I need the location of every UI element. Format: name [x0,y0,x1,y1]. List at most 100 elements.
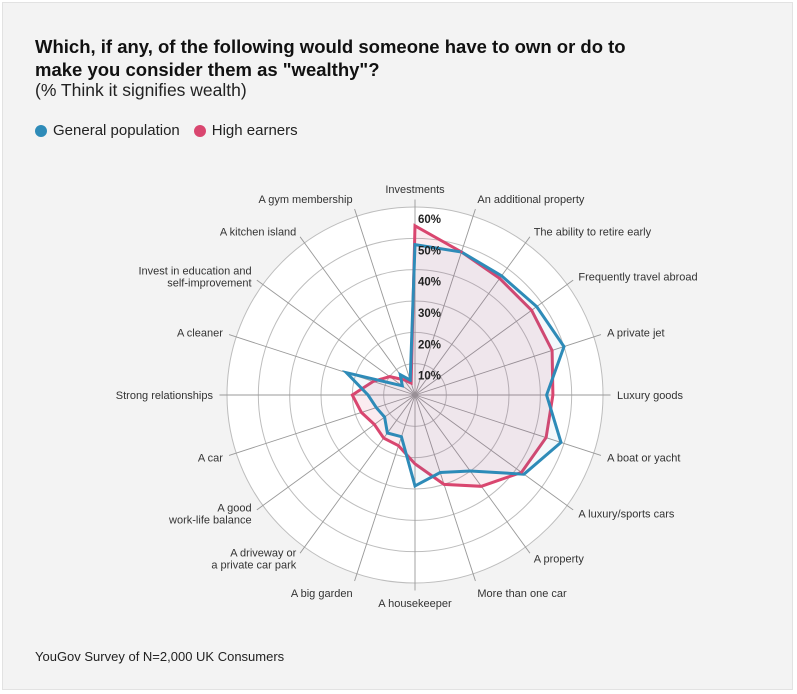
point-general-1 [413,243,417,246]
spoke-8 [414,394,574,511]
category-label-line: A private jet [607,328,664,340]
legend-dot-high-earners [193,124,206,137]
spoke-4 [414,279,574,396]
tick-label-5: 50% [418,245,441,257]
category-label-line: A car [198,452,223,464]
legend-item-high-earners: High earners [193,122,298,139]
category-label-line: The ability to retire early [534,227,652,239]
point-high-8 [520,471,523,474]
category-label-line: More than one car [477,588,567,600]
point-high-4 [530,309,533,312]
spoke-12 [354,394,416,582]
category-label-line: A cleaner [177,328,223,340]
point-general-6 [545,393,548,397]
spoke-14 [256,394,416,511]
category-label-line: Luxury goods [617,390,684,402]
category-label-10: More than one car [477,588,567,600]
legend: General population High earners [35,122,298,139]
legend-label-high-earners: High earners [211,122,298,139]
chart-subtitle: (% Think it signifies wealth) [35,80,247,100]
category-label-line: Invest in education and [138,265,251,277]
point-general-15 [375,406,378,409]
category-label-line: A kitchen island [220,227,296,239]
point-general-20 [409,378,412,382]
point-high-20 [409,381,413,385]
category-label-line: Strong relationships [116,390,214,402]
category-label-line: a private car park [211,559,296,571]
point-general-5 [562,345,566,348]
category-label-14: A good work-life balance [168,503,252,527]
category-label-4: Frequently travel abroad [578,271,697,283]
category-label-line: A driveway or [230,547,296,559]
category-label-9: A property [534,553,585,565]
point-general-19 [399,373,402,376]
tick-label-1: 10% [418,371,441,383]
point-high-9 [480,485,483,488]
point-high-3 [498,277,501,280]
category-label-12: A big garden [291,588,353,600]
point-high-1 [413,224,417,227]
legend-item-general-population: General population [35,122,180,139]
category-label-line: self-improvement [167,277,251,289]
point-general-18 [401,384,404,387]
category-label-line: A big garden [291,588,353,600]
tick-label-3: 30% [418,308,441,320]
category-label-1: Investments [385,184,445,196]
point-general-4 [535,305,538,308]
category-label-19: A kitchen island [220,227,296,239]
point-general-7 [559,441,563,444]
spoke-20 [354,208,416,396]
legend-dot-general-population [35,124,47,137]
point-high-7 [544,436,548,439]
spoke-17 [228,334,416,396]
category-label-line: Frequently travel abroad [578,271,697,283]
point-general-9 [469,469,472,473]
point-high-15 [360,411,363,414]
point-general-13 [386,431,389,435]
category-label-5: A private jet [607,328,664,340]
spoke-3 [414,236,531,396]
point-general-17 [345,371,348,374]
category-label-line: A luxury/sports cars [578,509,674,521]
point-general-8 [522,473,526,476]
spoke-5 [414,334,602,396]
tick-label-6: 60% [418,214,441,226]
point-general-10 [439,471,442,474]
point-high-19 [402,378,406,381]
category-label-7: A boat or yacht [607,452,680,464]
category-label-3: The ability to retire early [534,227,652,239]
spoke-2 [414,208,476,396]
point-general-14 [383,415,386,419]
category-label-line: Investments [385,184,445,196]
point-high-11 [413,462,417,466]
spoke-9 [414,394,531,554]
point-high-18 [388,375,391,378]
category-label-line: A gym membership [258,194,352,206]
point-high-14 [373,423,376,426]
category-label-line: A good [217,503,251,515]
spoke-10 [414,394,476,582]
category-label-16: Strong relationships [116,390,214,402]
legend-label-general-population: General population [53,122,180,139]
category-label-13: A driveway or a private car park [211,547,296,571]
point-general-3 [500,274,503,278]
point-high-2 [460,250,463,254]
point-general-11 [413,484,417,488]
chart-title: Which, if any, of the following would so… [35,36,626,80]
category-label-line: An additional property [477,194,585,206]
point-high-13 [382,436,385,440]
category-label-20: A gym membership [258,194,352,206]
source-note: YouGov Survey of N=2,000 UK Consumers [35,649,285,664]
category-label-11: A housekeeper [378,598,452,610]
point-high-10 [442,483,446,486]
point-general-16 [366,393,370,397]
tick-label-2: 20% [418,339,441,351]
category-label-17: A cleaner [177,328,223,340]
point-high-12 [397,444,400,447]
spoke-15 [228,394,416,456]
category-label-line: A property [534,553,585,565]
point-high-16 [351,393,354,397]
spoke-19 [299,236,416,396]
point-high-6 [551,393,555,397]
category-label-line: work-life balance [168,515,252,527]
